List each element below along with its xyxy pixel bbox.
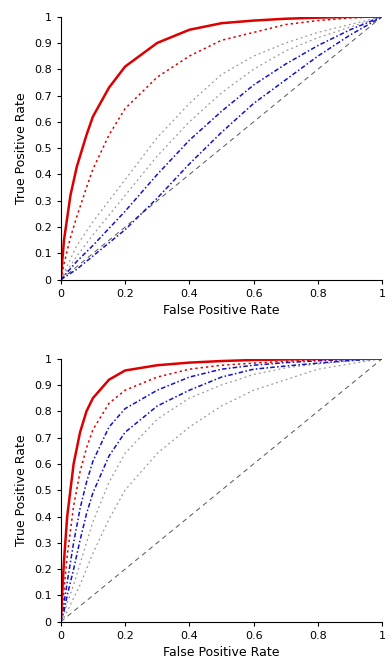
X-axis label: False Positive Rate: False Positive Rate bbox=[163, 305, 280, 317]
Y-axis label: True Positive Rate: True Positive Rate bbox=[15, 92, 29, 204]
Y-axis label: True Positive Rate: True Positive Rate bbox=[15, 434, 29, 546]
X-axis label: False Positive Rate: False Positive Rate bbox=[163, 646, 280, 660]
